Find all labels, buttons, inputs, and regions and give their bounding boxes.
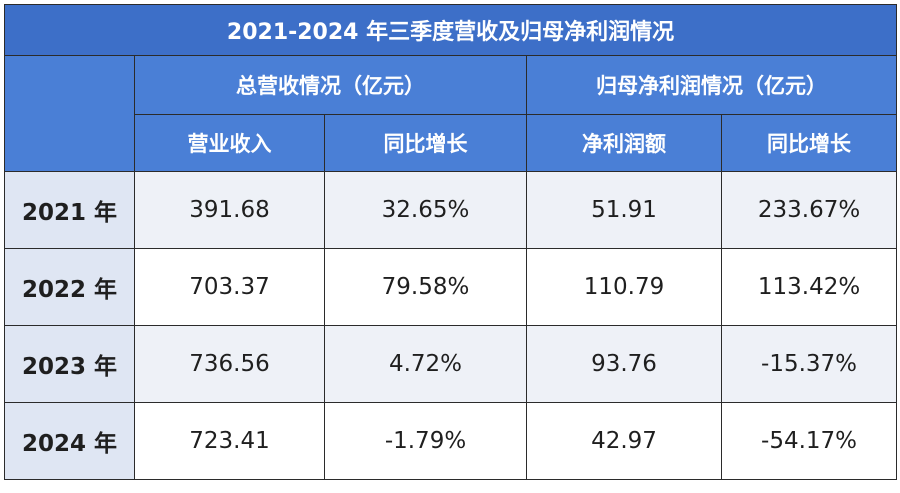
profit-yoy-cell: -54.17% <box>720 402 898 480</box>
sub-header-row: 营业收入 同比增长 净利润额 同比增长 <box>5 114 898 172</box>
profit-cell: 51.91 <box>526 171 722 249</box>
profit-yoy-cell: 113.42% <box>720 248 898 326</box>
table-row: 2024 年 723.41 -1.79% 42.97 -54.17% <box>4 402 898 480</box>
revenue-header: 营业收入 <box>134 114 325 172</box>
revenue-yoy-cell: 4.72% <box>324 325 527 403</box>
year-cell: 2023 年 <box>4 325 135 403</box>
data-table-container: 2021-2024 年三季度营收及归母净利润情况 总营收情况（亿元） 归母净利润… <box>3 4 898 489</box>
revenue-cell: 723.41 <box>134 402 325 480</box>
profit-cell: 110.79 <box>526 248 722 326</box>
revenue-yoy-cell: -1.79% <box>324 402 527 480</box>
revenue-profit-table: 2021-2024 年三季度营收及归母净利润情况 总营收情况（亿元） 归母净利润… <box>3 4 898 480</box>
profit-yoy-cell: -15.37% <box>720 325 898 403</box>
table-row: 2022 年 703.37 79.58% 110.79 113.42% <box>4 248 898 326</box>
revenue-yoy-cell: 79.58% <box>324 248 527 326</box>
revenue-yoy-header: 同比增长 <box>324 114 527 172</box>
year-cell: 2024 年 <box>4 402 135 480</box>
revenue-cell: 391.68 <box>134 171 325 249</box>
profit-yoy-header: 同比增长 <box>720 114 898 172</box>
profit-cell: 93.76 <box>526 325 722 403</box>
revenue-cell: 736.56 <box>134 325 325 403</box>
revenue-yoy-cell: 32.65% <box>324 171 527 249</box>
corner-header <box>4 55 135 172</box>
table-row: 2023 年 736.56 4.72% 93.76 -15.37% <box>4 325 898 403</box>
profit-cell: 42.97 <box>526 402 722 480</box>
table-title: 2021-2024 年三季度营收及归母净利润情况 <box>3 4 898 56</box>
group-header-row: 总营收情况（亿元） 归母净利润情况（亿元） <box>4 55 898 172</box>
table-row: 2021 年 391.68 32.65% 51.91 233.67% <box>4 171 898 249</box>
profit-yoy-cell: 233.67% <box>720 171 898 249</box>
year-cell: 2022 年 <box>4 248 135 326</box>
profit-group-header: 归母净利润情况（亿元） <box>525 55 898 115</box>
revenue-cell: 703.37 <box>134 248 325 326</box>
title-row: 2021-2024 年三季度营收及归母净利润情况 <box>3 4 898 56</box>
revenue-group-header: 总营收情况（亿元） <box>134 55 527 115</box>
profit-header: 净利润额 <box>526 114 722 172</box>
year-cell: 2021 年 <box>4 171 135 249</box>
